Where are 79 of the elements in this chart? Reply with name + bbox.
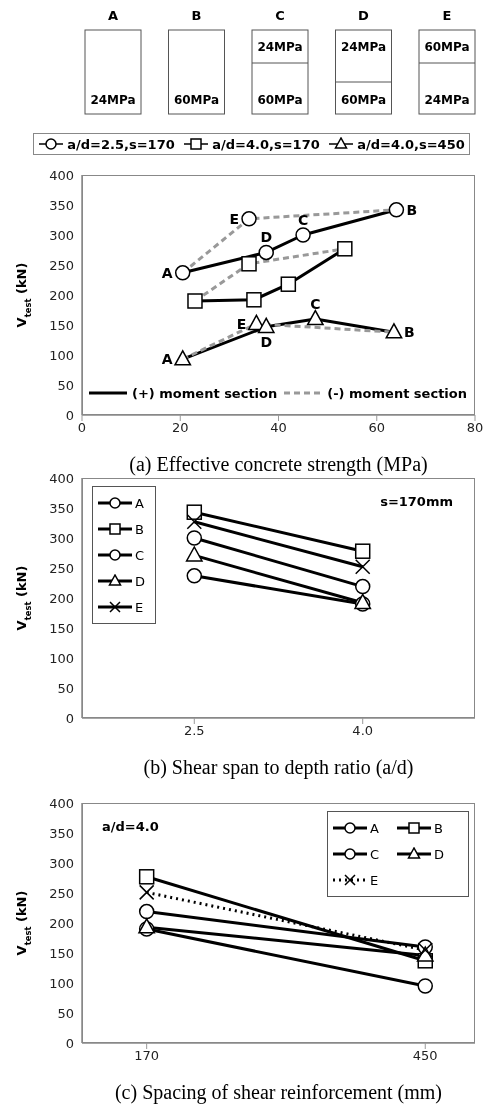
text: 24MPa xyxy=(340,40,387,54)
annotation: A xyxy=(161,351,173,368)
y-tick-label: 200 xyxy=(49,590,74,606)
y-tick-label: 150 xyxy=(49,317,74,333)
text: 60MPa xyxy=(257,93,303,107)
legend-label: a/d=4.0,s=450 xyxy=(357,136,465,152)
y-tick-label: 300 xyxy=(49,530,74,546)
legend-label: A xyxy=(370,820,379,836)
y-tick-label: 200 xyxy=(49,287,74,303)
legend-label: a/d=4.0,s=170 xyxy=(212,136,320,152)
text: 24MPa xyxy=(90,93,136,107)
category-label: A xyxy=(107,8,119,23)
annotation: E xyxy=(236,315,247,332)
legend-label: C xyxy=(370,846,380,862)
text: 24MPa xyxy=(424,93,470,107)
y-tick-label: 400 xyxy=(49,795,74,811)
annotation: A xyxy=(161,264,173,281)
text: 24MPa xyxy=(257,40,303,54)
y-tick-label: 250 xyxy=(49,257,74,273)
y-tick-label: 250 xyxy=(49,885,74,901)
x-tick-label: 2.5 xyxy=(183,723,205,739)
legend-label: E xyxy=(135,599,144,615)
y-tick-label: 400 xyxy=(49,167,74,183)
y-tick-label: 50 xyxy=(57,377,74,393)
x-tick-label: 0 xyxy=(77,420,87,436)
y-tick-label: 0 xyxy=(65,1035,74,1051)
legend-label: C xyxy=(135,547,145,563)
x-tick-label: 60 xyxy=(368,420,386,436)
y-tick-label: 250 xyxy=(49,560,74,576)
annotation: E xyxy=(229,210,240,227)
y-tick-label: 150 xyxy=(49,945,74,961)
annotation: D xyxy=(260,229,273,246)
y-tick-label: 150 xyxy=(49,620,74,636)
category-label: D xyxy=(358,8,370,23)
category-label: B xyxy=(191,8,202,23)
x-tick-label: 450 xyxy=(412,1048,438,1064)
legend-label: A xyxy=(135,495,144,511)
y-tick-label: 0 xyxy=(65,710,74,726)
y-tick-label: 350 xyxy=(49,500,74,516)
legend-label: E xyxy=(370,872,379,888)
legend-label: D xyxy=(135,573,146,589)
legend-label: B xyxy=(434,820,443,836)
y-tick-label: 300 xyxy=(49,855,74,871)
x-axis-title: (c) Spacing of shear reinforcement (mm) xyxy=(114,1081,443,1104)
annotation: B xyxy=(403,324,415,341)
y-tick-label: 100 xyxy=(49,650,74,666)
y-tick-label: 200 xyxy=(49,915,74,931)
category-label: C xyxy=(275,8,285,23)
y-tick-label: 0 xyxy=(65,407,74,423)
annotation: D xyxy=(260,333,273,350)
y-tick-label: 300 xyxy=(49,227,74,243)
x-tick-label: 170 xyxy=(134,1048,160,1064)
x-tick-label: 20 xyxy=(171,420,189,436)
annotation: a/d=4.0 xyxy=(102,819,159,834)
y-tick-label: 400 xyxy=(49,470,74,486)
y-tick-label: 350 xyxy=(49,825,74,841)
x-tick-label: 80 xyxy=(466,420,484,436)
text: 60MPa xyxy=(340,93,387,107)
legend-label: a/d=2.5,s=170 xyxy=(67,136,175,152)
x-axis-title: (b) Shear span to depth ratio (a/d) xyxy=(143,756,414,779)
x-axis-title: (a) Effective concrete strength (MPa) xyxy=(129,453,428,476)
annotation: C xyxy=(297,212,309,228)
x-tick-label: 4.0 xyxy=(352,723,374,739)
y-tick-label: 50 xyxy=(57,1005,74,1021)
text: 60MPa xyxy=(424,40,470,54)
category-label: E xyxy=(442,8,452,23)
annotation: C xyxy=(310,296,321,312)
y-tick-label: 50 xyxy=(57,680,74,696)
annotation: s=170mm xyxy=(380,494,453,509)
legend-label: (+) moment section xyxy=(132,385,278,401)
y-tick-label: 350 xyxy=(49,197,74,213)
y-tick-label: 100 xyxy=(49,347,74,363)
legend-label: (-) moment section xyxy=(327,385,467,401)
annotation: B xyxy=(406,201,418,218)
text: 60MPa xyxy=(173,93,220,107)
x-tick-label: 40 xyxy=(270,420,287,436)
y-tick-label: 100 xyxy=(49,975,74,991)
legend-label: D xyxy=(434,846,445,862)
legend-label: B xyxy=(135,521,144,537)
